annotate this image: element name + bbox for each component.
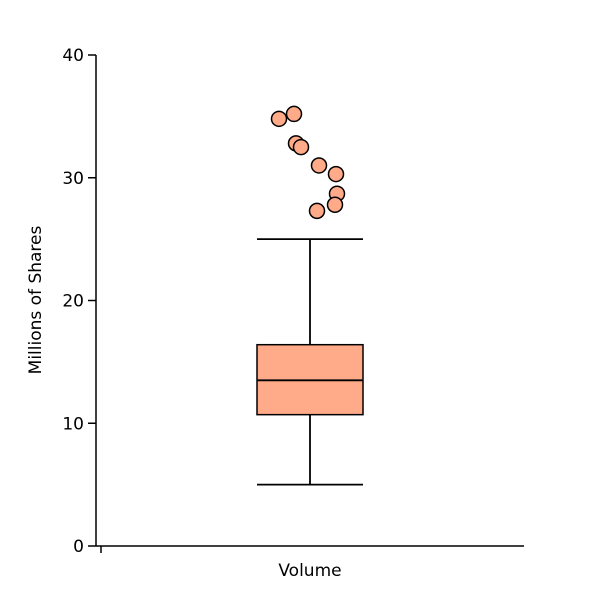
x-category-label: Volume (278, 561, 341, 581)
outlier-point (285, 105, 303, 123)
y-tick-label: 10 (62, 414, 84, 434)
outlier-point (326, 196, 344, 214)
outlier-point (308, 202, 326, 220)
plot-area (256, 105, 364, 486)
y-axis-label: Millions of Shares (26, 226, 46, 375)
y-tick-label: 30 (62, 169, 84, 189)
y-axis-ticks: 0 10 20 30 40 (62, 46, 96, 557)
y-axis: 0 10 20 30 40 Millions of Shares (26, 46, 97, 557)
y-tick-label: 40 (62, 46, 84, 66)
outlier-point (292, 138, 310, 156)
y-tick-label: 20 (62, 292, 84, 312)
outlier-point (270, 110, 288, 128)
outlier-point (310, 157, 328, 174)
x-axis: Volume (96, 545, 524, 581)
x-axis-ticks: Volume (100, 546, 342, 581)
outlier-point (327, 165, 345, 183)
y-tick-label: 0 (73, 537, 84, 557)
